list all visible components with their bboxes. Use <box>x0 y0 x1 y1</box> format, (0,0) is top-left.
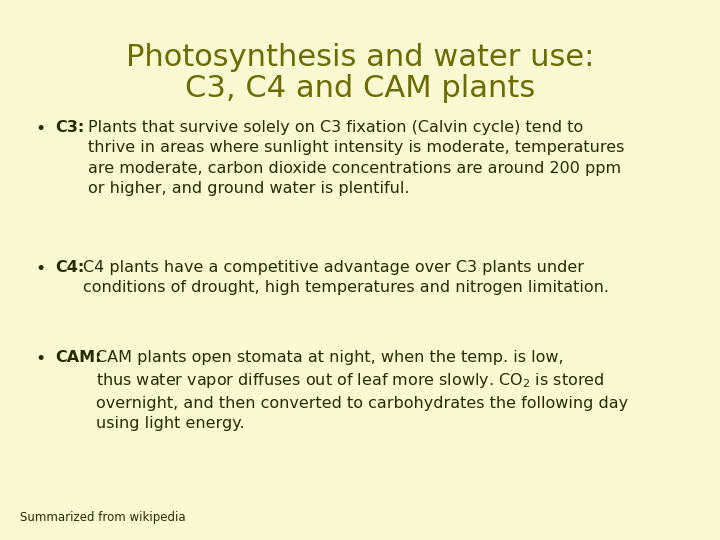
Text: Summarized from wikipedia: Summarized from wikipedia <box>20 511 186 524</box>
Text: •: • <box>35 350 45 368</box>
Text: C3, C4 and CAM plants: C3, C4 and CAM plants <box>185 74 535 103</box>
Text: CAM:: CAM: <box>55 350 102 365</box>
Text: Plants that survive solely on C3 fixation (Calvin cycle) tend to
thrive in areas: Plants that survive solely on C3 fixatio… <box>88 120 624 196</box>
Text: C4:: C4: <box>55 260 84 275</box>
Text: C4 plants have a competitive advantage over C3 plants under
conditions of drough: C4 plants have a competitive advantage o… <box>83 260 609 295</box>
Text: •: • <box>35 120 45 138</box>
Text: CAM plants open stomata at night, when the temp. is low,
thus water vapor diffus: CAM plants open stomata at night, when t… <box>96 350 628 431</box>
Text: Photosynthesis and water use:: Photosynthesis and water use: <box>126 43 594 72</box>
Text: •: • <box>35 260 45 278</box>
Text: C3:: C3: <box>55 120 84 135</box>
